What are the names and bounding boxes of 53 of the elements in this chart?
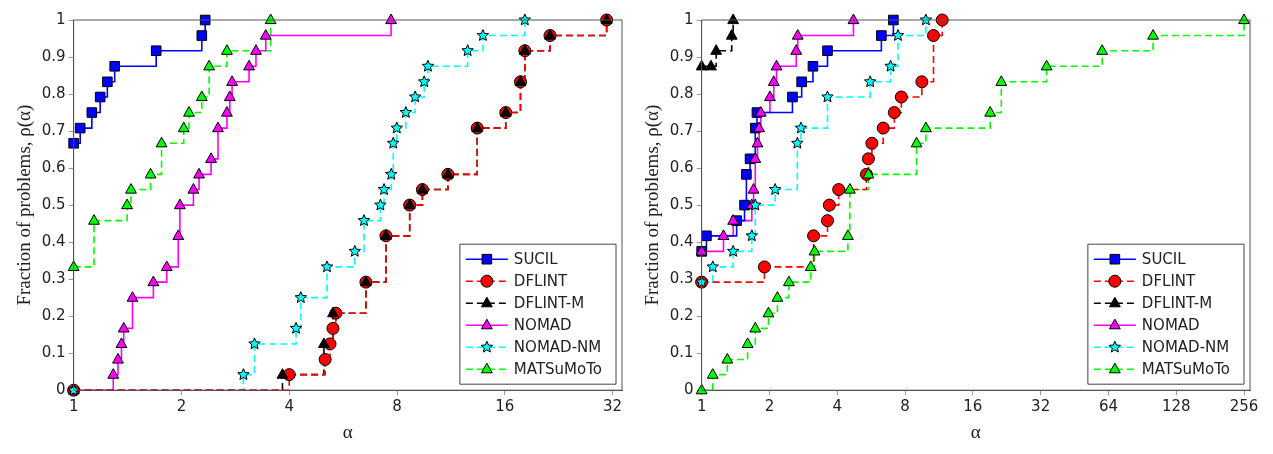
y-tick-label: 0.8 bbox=[669, 83, 694, 102]
legend-label: DFLINT bbox=[513, 272, 569, 291]
legend-label: DFLINT-M bbox=[1141, 294, 1213, 313]
y-tick-label: 0 bbox=[684, 380, 694, 399]
y-tick-label: 0.1 bbox=[41, 343, 66, 362]
x-axis-title: α bbox=[970, 420, 981, 442]
y-tick-label: 0 bbox=[56, 380, 66, 399]
x-axis-title: α bbox=[342, 420, 353, 442]
y-tick-label: 0.9 bbox=[669, 46, 694, 65]
y-tick-label: 0.4 bbox=[669, 232, 694, 251]
legend-label: NOMAD-NM bbox=[513, 338, 602, 357]
y-tick-label: 0.7 bbox=[669, 120, 694, 139]
y-tick-label: 0.6 bbox=[41, 157, 66, 176]
y-tick-label: 0.1 bbox=[669, 343, 694, 362]
x-tick-label: 16 bbox=[495, 397, 515, 416]
legend-label: MATSuMoTo bbox=[1141, 360, 1230, 379]
x-tick-label: 1 bbox=[68, 397, 79, 416]
y-tick-label: 1 bbox=[684, 9, 694, 28]
legend-label: NOMAD bbox=[1141, 316, 1200, 335]
legend-label: NOMAD bbox=[513, 316, 572, 335]
y-tick-label: 0.5 bbox=[669, 194, 694, 213]
x-tick-label: 32 bbox=[603, 397, 623, 416]
x-tick-label: 2 bbox=[176, 397, 187, 416]
x-tick-label: 128 bbox=[1161, 397, 1191, 416]
x-tick-label: 1 bbox=[696, 397, 707, 416]
y-tick-label: 0.6 bbox=[669, 157, 694, 176]
x-tick-label: 16 bbox=[963, 397, 983, 416]
legend-label: SUCIL bbox=[513, 250, 559, 269]
x-tick-label: 4 bbox=[832, 397, 843, 416]
y-tick-label: 0.2 bbox=[669, 306, 694, 325]
x-tick-label: 32 bbox=[1031, 397, 1051, 416]
y-axis-title: Fraction of problems, ρ(α) bbox=[641, 104, 664, 306]
legend-label: DFLINT-M bbox=[513, 294, 585, 313]
y-tick-label: 1 bbox=[56, 9, 66, 28]
y-tick-label: 0.7 bbox=[41, 120, 66, 139]
x-tick-label: 8 bbox=[392, 397, 402, 416]
y-tick-label: 0.4 bbox=[41, 232, 66, 251]
y-tick-label: 0.3 bbox=[669, 269, 694, 288]
x-tick-label: 2 bbox=[764, 397, 775, 416]
x-tick-label: 8 bbox=[900, 397, 910, 416]
y-tick-label: 0.3 bbox=[41, 269, 66, 288]
x-tick-label: 256 bbox=[1229, 397, 1259, 416]
y-tick-label: 0.2 bbox=[41, 306, 66, 325]
legend-label: NOMAD-NM bbox=[1141, 338, 1230, 357]
legend-label: MATSuMoTo bbox=[513, 360, 602, 379]
legend-label: SUCIL bbox=[1141, 250, 1187, 269]
legend-label: DFLINT bbox=[1141, 272, 1197, 291]
x-tick-label: 64 bbox=[1098, 397, 1119, 416]
y-tick-label: 0.5 bbox=[41, 194, 66, 213]
x-tick-label: 4 bbox=[284, 397, 294, 416]
y-axis-title: Fraction of problems, ρ(α) bbox=[13, 104, 36, 306]
y-tick-label: 0.9 bbox=[41, 46, 66, 65]
y-tick-label: 0.8 bbox=[41, 83, 66, 102]
